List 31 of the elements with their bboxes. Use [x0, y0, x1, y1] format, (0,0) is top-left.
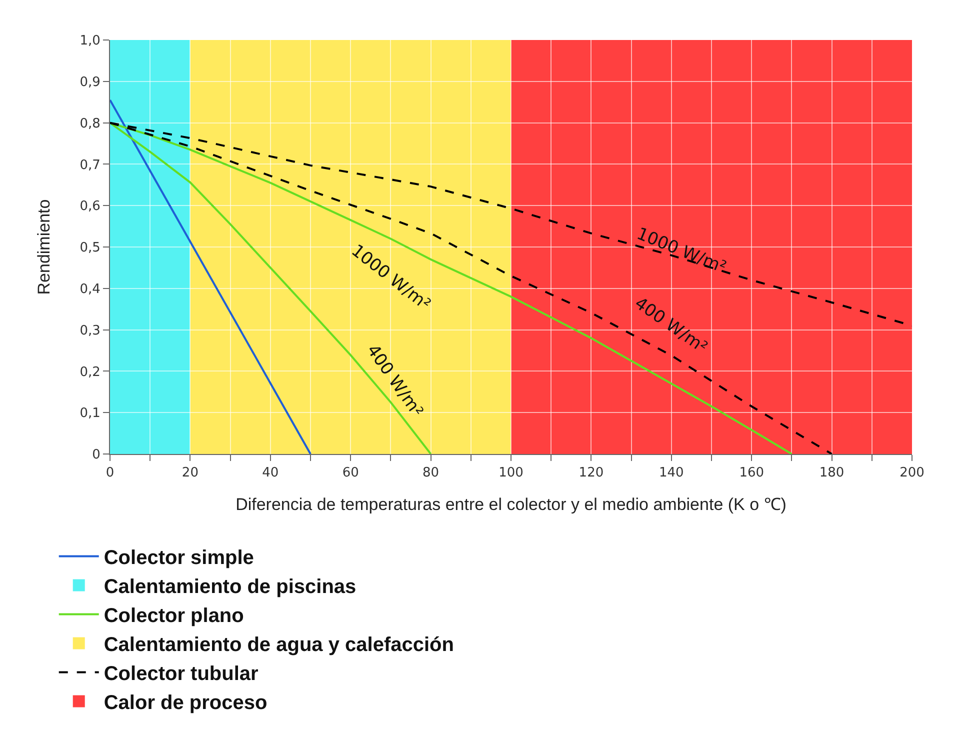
y-tick-label: 0,7	[80, 158, 100, 173]
x-tick-label: 160	[739, 466, 764, 481]
x-tick-label: 200	[900, 466, 924, 481]
x-axis-title: Diferencia de temperaturas entre el colector y el medio ambiente (K o ℃)	[236, 495, 786, 514]
x-tick-label: 180	[819, 466, 844, 481]
legend-label: Colector tubular	[104, 663, 259, 686]
y-axis-title: Rendimiento	[34, 199, 54, 295]
x-tick-label: 120	[578, 466, 604, 481]
y-tick-label: 0	[92, 448, 100, 463]
y-tick-label: 0,3	[80, 323, 100, 338]
y-tick-label: 0,1	[80, 406, 100, 422]
y-tick-label: 0,8	[80, 116, 100, 132]
y-tick-label: 0,2	[80, 364, 100, 380]
x-tick-label: 40	[262, 466, 279, 481]
y-tick-label: 0,6	[80, 199, 100, 214]
x-tick-label: 60	[342, 466, 359, 481]
x-tick-label: 140	[658, 466, 684, 481]
y-tick-label: 0,4	[80, 282, 100, 297]
x-tick-label: 0	[106, 466, 114, 481]
legend-label: Calentamiento de piscinas	[104, 576, 356, 598]
legend-label: Calor de proceso	[104, 692, 268, 714]
x-tick-label: 80	[422, 466, 440, 481]
x-tick-label: 20	[182, 466, 198, 481]
y-tick-label: 1,0	[80, 34, 100, 49]
y-tick-label: 0,5	[80, 240, 100, 256]
y-tick-label: 0,9	[80, 74, 100, 90]
annotation: 1000 W/m²	[634, 224, 729, 278]
legend-label: Colector simple	[104, 547, 254, 570]
legend-label: Colector plano	[104, 605, 244, 628]
x-tick-label: 100	[498, 466, 524, 481]
legend-label: Calentamiento de agua y calefacción	[104, 634, 454, 656]
